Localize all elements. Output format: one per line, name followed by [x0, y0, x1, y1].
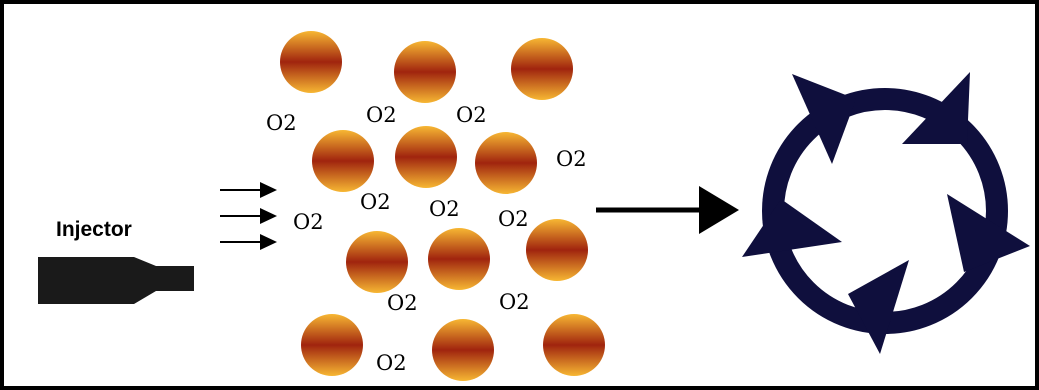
- oxygen-label: O2: [556, 147, 587, 171]
- oxygen-label: O2: [429, 197, 460, 221]
- oxygen-labels: O2 O2 O2 O2 O2 O2 O2 O2 O2 O2 O2: [266, 103, 587, 375]
- flow-arrow-icon: [220, 208, 277, 224]
- injector-label: Injector: [56, 218, 132, 241]
- fuel-particle: [394, 41, 456, 103]
- oxygen-label: O2: [293, 210, 324, 234]
- cycle-arrowhead: [947, 194, 1030, 272]
- cycle-arrowhead: [902, 72, 970, 144]
- fuel-particle: [301, 314, 363, 376]
- fuel-particle: [346, 231, 408, 293]
- cycle-arrowhead: [742, 199, 842, 257]
- process-arrow-icon: [596, 186, 739, 234]
- fuel-particle: [432, 319, 494, 381]
- oxygen-label: O2: [266, 111, 297, 135]
- fuel-particle: [543, 314, 605, 376]
- cycle-arrowhead: [848, 260, 909, 354]
- oxygen-label: O2: [360, 190, 391, 214]
- flow-arrow-icon: [220, 234, 277, 250]
- fuel-particle: [312, 130, 374, 192]
- fuel-particle: [280, 31, 342, 93]
- fuel-particles: [280, 31, 605, 381]
- injector-body-icon: [38, 257, 194, 304]
- combustion-diagram: Injector: [38, 31, 1030, 381]
- fuel-particle: [428, 228, 490, 290]
- fuel-particle: [395, 126, 457, 188]
- oxygen-label: O2: [366, 103, 397, 127]
- oxygen-label: O2: [376, 351, 407, 375]
- oxygen-label: O2: [387, 291, 418, 315]
- fuel-particle: [475, 132, 537, 194]
- oxygen-label: O2: [456, 103, 487, 127]
- fuel-particle: [526, 219, 588, 281]
- cycle-arrowhead: [792, 74, 856, 164]
- injector: Injector: [38, 218, 194, 304]
- flow-arrow-icon: [220, 182, 277, 198]
- oxygen-label: O2: [499, 290, 530, 314]
- flow-arrows: [220, 182, 277, 250]
- circular-arrows-icon: [742, 72, 1030, 354]
- fuel-particle: [511, 38, 573, 100]
- oxygen-label: O2: [498, 207, 529, 231]
